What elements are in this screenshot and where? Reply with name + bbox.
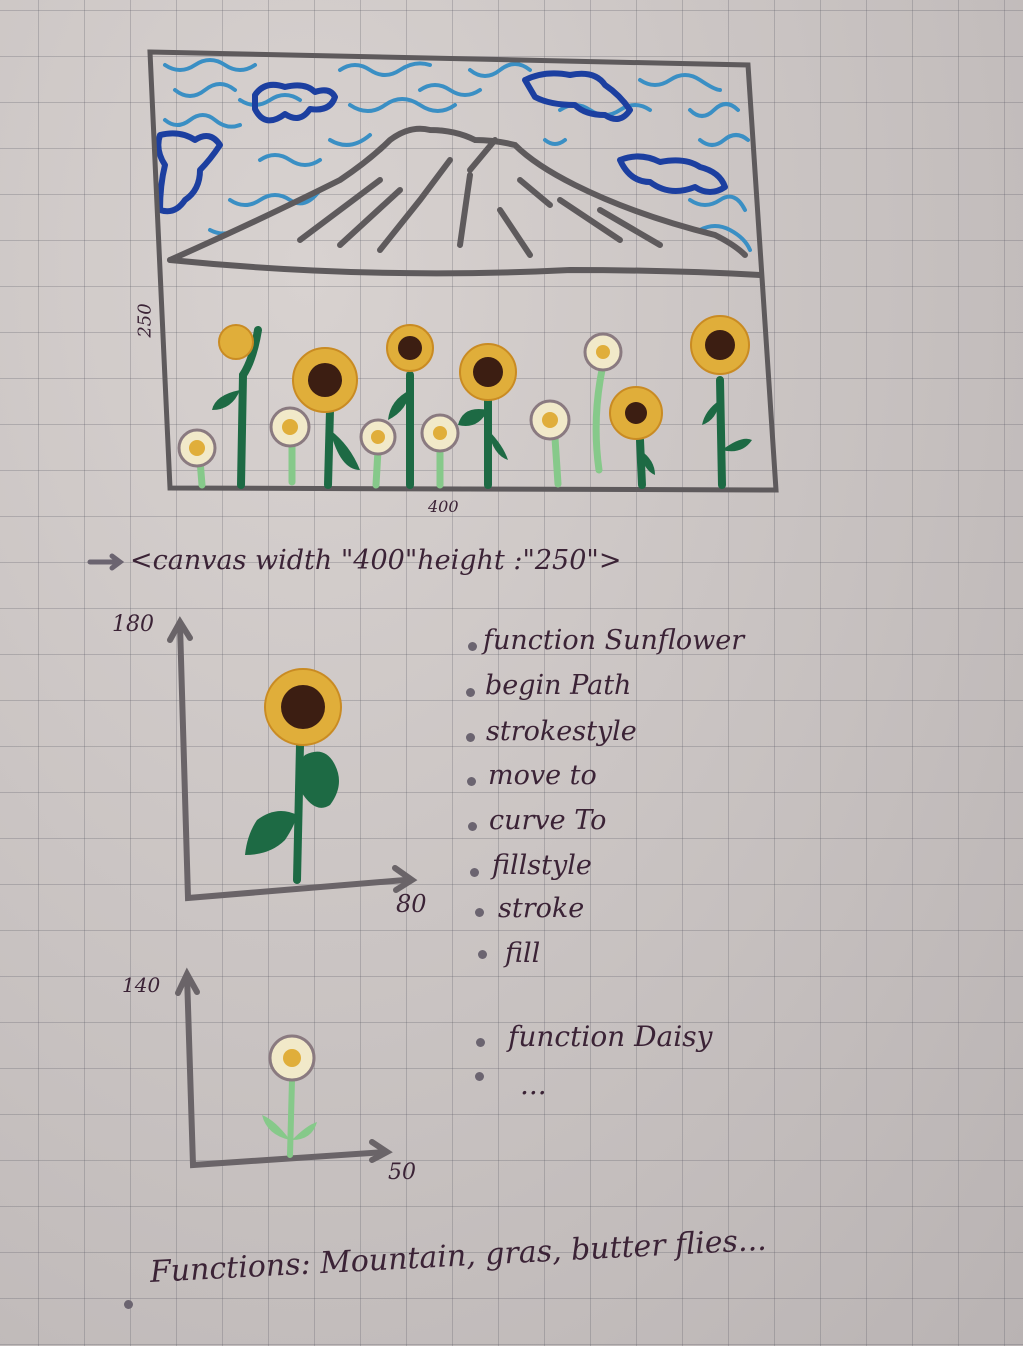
sunflower-step: stroke xyxy=(498,893,585,924)
daisy-axes xyxy=(175,967,393,1169)
bullet-icon xyxy=(468,822,477,831)
arrow-icon xyxy=(87,553,125,571)
daisy-heads xyxy=(177,332,623,468)
daisy-step: ... xyxy=(520,1068,547,1101)
bullet-icon xyxy=(476,1038,485,1047)
bullet-icon xyxy=(466,733,475,742)
bullet-icon xyxy=(124,1300,133,1309)
bullet-icon xyxy=(478,950,487,959)
canvas-width-label: 400 xyxy=(428,497,459,516)
sunflower-step: fillstyle xyxy=(492,850,592,881)
daisy-diagram xyxy=(262,1034,317,1158)
mountain xyxy=(167,125,763,278)
sunflower-step: fill xyxy=(505,938,541,969)
daisy-step: function Daisy xyxy=(508,1020,713,1053)
sunflower-y-axis-label: 180 xyxy=(112,612,154,637)
sunflower-x-axis-label: 80 xyxy=(396,890,427,918)
bullet-icon xyxy=(470,868,479,877)
canvas-height-label: 250 xyxy=(134,303,156,338)
bullet-icon xyxy=(468,642,477,651)
sunflower-step: begin Path xyxy=(485,670,632,701)
daisy-y-axis-label: 140 xyxy=(122,973,161,997)
bullet-icon xyxy=(475,908,484,917)
sunflower-step: curve To xyxy=(489,805,607,836)
bullet-icon xyxy=(467,777,476,786)
sunflower-stems xyxy=(237,326,726,489)
bullet-icon xyxy=(466,688,475,697)
canvas-tag-text: <canvas width "400"height :"250"> xyxy=(130,545,622,576)
sunflower-step: function Sunflower xyxy=(483,625,745,656)
bullet-icon xyxy=(475,1072,484,1081)
clouds xyxy=(155,70,728,215)
canvas-frame xyxy=(147,49,779,493)
sunflower-heads xyxy=(218,315,750,440)
daisy-x-axis-label: 50 xyxy=(388,1160,416,1185)
sunflower-axes xyxy=(167,616,418,902)
sunflower-diagram xyxy=(245,668,342,884)
sunflower-step: move to xyxy=(488,760,597,791)
sunflower-leaves xyxy=(212,390,752,475)
daisy-stems xyxy=(196,366,606,489)
sunflower-step: strokestyle xyxy=(486,716,637,747)
